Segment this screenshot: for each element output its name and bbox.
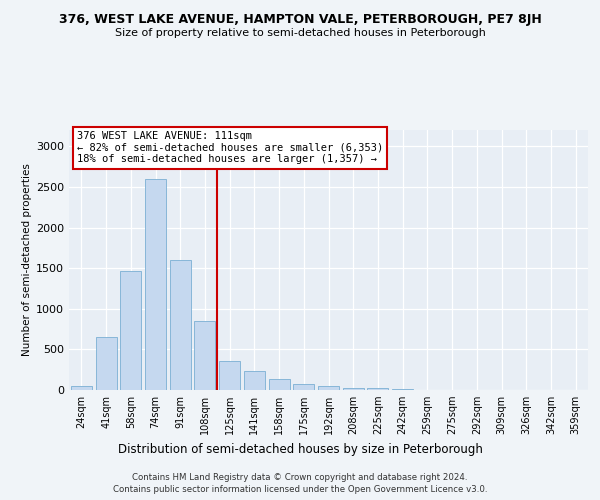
Bar <box>219 361 240 390</box>
Text: Contains HM Land Registry data © Crown copyright and database right 2024.: Contains HM Land Registry data © Crown c… <box>132 472 468 482</box>
Text: Distribution of semi-detached houses by size in Peterborough: Distribution of semi-detached houses by … <box>118 442 482 456</box>
Text: Contains public sector information licensed under the Open Government Licence v3: Contains public sector information licen… <box>113 485 487 494</box>
Bar <box>392 389 413 390</box>
Bar <box>170 260 191 390</box>
Bar <box>120 272 141 390</box>
Bar <box>318 386 339 390</box>
Bar <box>293 384 314 390</box>
Bar <box>145 179 166 390</box>
Bar <box>343 388 364 390</box>
Y-axis label: Number of semi-detached properties: Number of semi-detached properties <box>22 164 32 356</box>
Bar <box>367 388 388 390</box>
Bar <box>95 337 116 390</box>
Bar <box>269 380 290 390</box>
Text: Size of property relative to semi-detached houses in Peterborough: Size of property relative to semi-detach… <box>115 28 485 38</box>
Bar <box>71 386 92 390</box>
Text: 376 WEST LAKE AVENUE: 111sqm
← 82% of semi-detached houses are smaller (6,353)
1: 376 WEST LAKE AVENUE: 111sqm ← 82% of se… <box>77 132 383 164</box>
Bar <box>194 321 215 390</box>
Text: 376, WEST LAKE AVENUE, HAMPTON VALE, PETERBOROUGH, PE7 8JH: 376, WEST LAKE AVENUE, HAMPTON VALE, PET… <box>59 12 541 26</box>
Bar <box>244 372 265 390</box>
